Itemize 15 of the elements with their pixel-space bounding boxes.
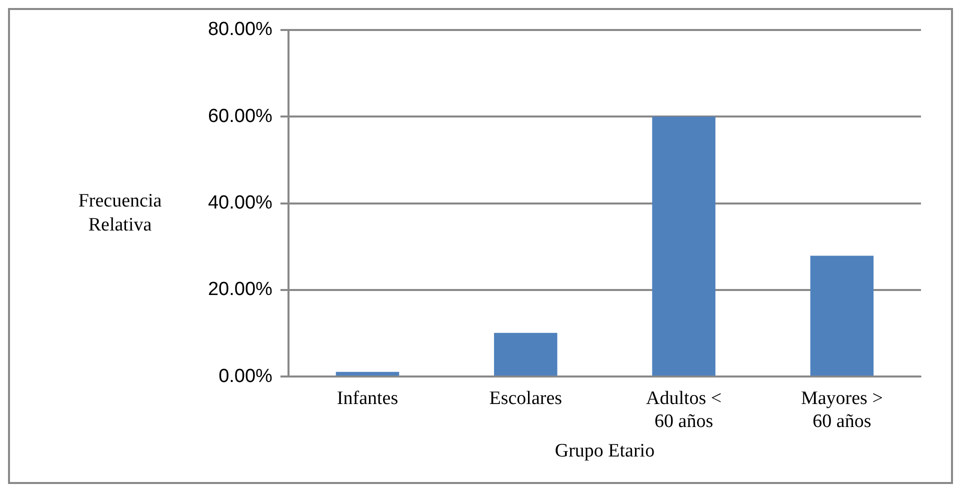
y-tick-label: 60.00% <box>208 106 273 127</box>
bar <box>336 372 400 376</box>
bar <box>810 256 874 376</box>
y-tick-label: 20.00% <box>208 279 273 300</box>
x-tick-label: Infantes <box>336 388 398 409</box>
y-tick-label: 80.00% <box>208 19 273 40</box>
y-axis-title: Frecuencia Relativa <box>78 190 162 236</box>
bar <box>494 332 558 376</box>
bar <box>652 116 716 376</box>
x-tick-label: Mayores > 60 años <box>800 388 883 432</box>
y-tick-label: 40.00% <box>208 192 273 214</box>
x-tick-label: Escolares <box>489 388 562 409</box>
x-axis-title: Grupo Etario <box>554 440 655 462</box>
y-tick-label: 0.00% <box>218 366 273 387</box>
x-tick-label: Adultos < 60 años <box>646 388 722 432</box>
